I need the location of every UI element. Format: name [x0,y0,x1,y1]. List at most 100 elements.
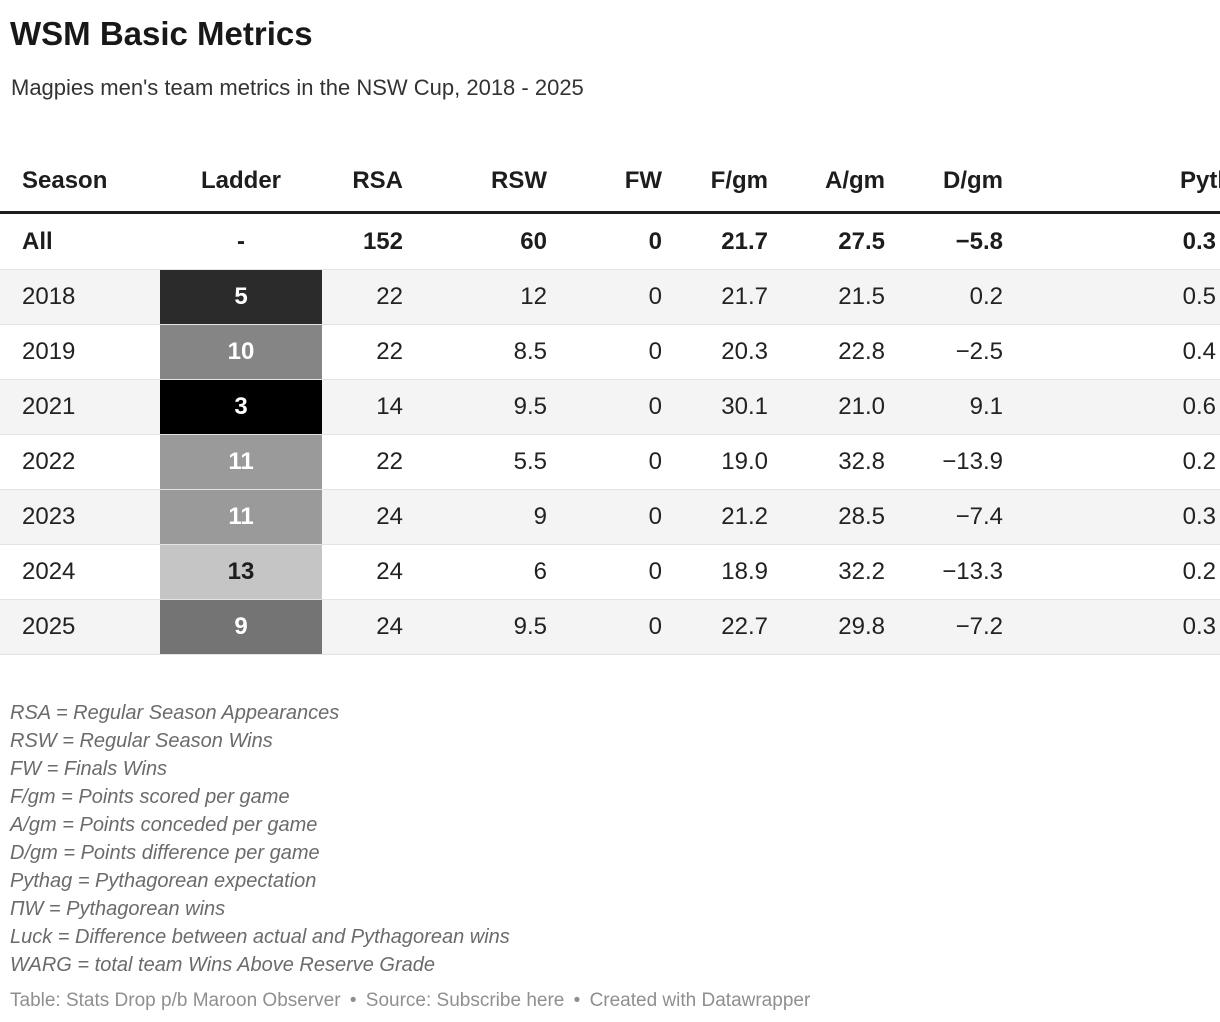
cell-rsw: 9.5 [423,599,567,655]
column-legend-footnotes: RSA = Regular Season Appearances RSW = R… [10,699,1220,979]
cell-rsa: 24 [322,599,423,655]
cell-pythag: 0.3 [1023,212,1220,270]
cell-ladder-heatmap: 10 [160,324,322,380]
cell-rsa: 24 [322,544,423,600]
cell-rsw: 8.5 [423,324,567,380]
cell-ladder: - [160,212,322,270]
cell-fgm: 22.7 [682,599,788,655]
cell-agm: 32.8 [788,434,905,490]
cell-fgm: 19.0 [682,434,788,490]
cell-season: All [0,212,160,270]
cell-agm: 22.8 [788,324,905,380]
cell-fgm: 21.7 [682,212,788,270]
col-header-fgm: F/gm [682,151,788,214]
cell-agm: 29.8 [788,599,905,655]
cell-rsw: 12 [423,269,567,325]
cell-pythag: 0.3 [1023,489,1220,545]
cell-fgm: 21.7 [682,269,788,325]
cell-fw: 0 [567,544,682,600]
footnote-line: F/gm = Points scored per game [10,786,290,808]
cell-pythag: 0.2 [1023,434,1220,490]
cell-ladder-heatmap: 11 [160,434,322,490]
footnote-line: RSW = Regular Season Wins [10,730,273,752]
cell-fw: 0 [567,434,682,490]
cell-dgm: −2.5 [905,324,1023,380]
col-header-agm: A/gm [788,151,905,214]
cell-rsw: 9.5 [423,379,567,435]
footnote-line: WARG = total team Wins Above Reserve Gra… [10,954,435,976]
col-header-rsa: RSA [322,151,423,214]
col-header-season: Season [0,151,160,214]
table-row-2022: 2022 11 22 5.5 0 19.0 32.8 −13.9 0.2 [0,434,1220,490]
footnote-line: RSA = Regular Season Appearances [10,702,340,724]
page-subtitle: Magpies men's team metrics in the NSW Cu… [11,75,584,100]
cell-fw: 0 [567,379,682,435]
cell-rsw: 6 [423,544,567,600]
bullet-separator: • [349,990,357,1011]
cell-ladder-heatmap: 13 [160,544,322,600]
table-row-2024: 2024 13 24 6 0 18.9 32.2 −13.3 0.2 [0,544,1220,600]
cell-dgm: 9.1 [905,379,1023,435]
datawrapper-credit: Created with Datawrapper [589,990,811,1011]
cell-fgm: 21.2 [682,489,788,545]
footnote-line: A/gm = Points conceded per game [10,814,318,836]
cell-pythag: 0.3 [1023,599,1220,655]
col-header-rsw: RSW [423,151,567,214]
header-row: Season Ladder RSA RSW FW F/gm A/gm D/gm … [0,151,1220,214]
footnote-line: D/gm = Points difference per game [10,842,320,864]
source-link[interactable]: Subscribe here [436,990,565,1011]
cell-fw: 0 [567,489,682,545]
cell-rsw: 5.5 [423,434,567,490]
attribution-footer: Table: Stats Drop p/b Maroon Observer • … [10,989,1220,1013]
cell-pythag: 0.5 [1023,269,1220,325]
table-row-2019: 2019 10 22 8.5 0 20.3 22.8 −2.5 0.4 [0,324,1220,380]
table-credit-value: Stats Drop p/b Maroon Observer [65,990,341,1011]
cell-season: 2018 [0,269,160,325]
cell-rsa: 24 [322,489,423,545]
cell-rsa: 14 [322,379,423,435]
cell-agm: 32.2 [788,544,905,600]
cell-fgm: 30.1 [682,379,788,435]
cell-fw: 0 [567,212,682,270]
cell-fgm: 18.9 [682,544,788,600]
cell-season: 2024 [0,544,160,600]
col-header-pythag: Pythag [1023,151,1220,214]
table-row-2021: 2021 3 14 9.5 0 30.1 21.0 9.1 0.6 [0,379,1220,435]
cell-rsa: 152 [322,212,423,270]
bullet-separator: • [573,990,581,1011]
cell-ladder-heatmap: 3 [160,379,322,435]
cell-fw: 0 [567,324,682,380]
cell-pythag: 0.2 [1023,544,1220,600]
cell-dgm: −5.8 [905,212,1023,270]
cell-pythag: 0.4 [1023,324,1220,380]
cell-agm: 27.5 [788,212,905,270]
footnote-line: ΠW = Pythagorean wins [10,898,226,920]
metrics-table: Season Ladder RSA RSW FW F/gm A/gm D/gm … [0,151,1220,655]
footnote-line: Pythag = Pythagorean expectation [10,870,317,892]
footnote-line: Luck = Difference between actual and Pyt… [10,926,510,948]
col-header-dgm: D/gm [905,151,1023,214]
cell-fgm: 20.3 [682,324,788,380]
cell-dgm: −13.3 [905,544,1023,600]
cell-season: 2025 [0,599,160,655]
cell-season: 2021 [0,379,160,435]
cell-rsa: 22 [322,324,423,380]
footnote-line: FW = Finals Wins [10,758,168,780]
table-viewport: Season Ladder RSA RSW FW F/gm A/gm D/gm … [0,151,1220,655]
cell-rsw: 60 [423,212,567,270]
cell-rsw: 9 [423,489,567,545]
cell-ladder-heatmap: 11 [160,489,322,545]
cell-dgm: −7.4 [905,489,1023,545]
cell-dgm: −13.9 [905,434,1023,490]
cell-pythag: 0.6 [1023,379,1220,435]
cell-rsa: 22 [322,434,423,490]
page-title: WSM Basic Metrics [10,15,313,52]
cell-fw: 0 [567,269,682,325]
cell-agm: 21.5 [788,269,905,325]
table-row-all-totals: All - 152 60 0 21.7 27.5 −5.8 0.3 [0,212,1220,270]
cell-dgm: 0.2 [905,269,1023,325]
table-row-2023: 2023 11 24 9 0 21.2 28.5 −7.4 0.3 [0,489,1220,545]
col-header-fw: FW [567,151,682,214]
table-row-2025: 2025 9 24 9.5 0 22.7 29.8 −7.2 0.3 [0,599,1220,655]
